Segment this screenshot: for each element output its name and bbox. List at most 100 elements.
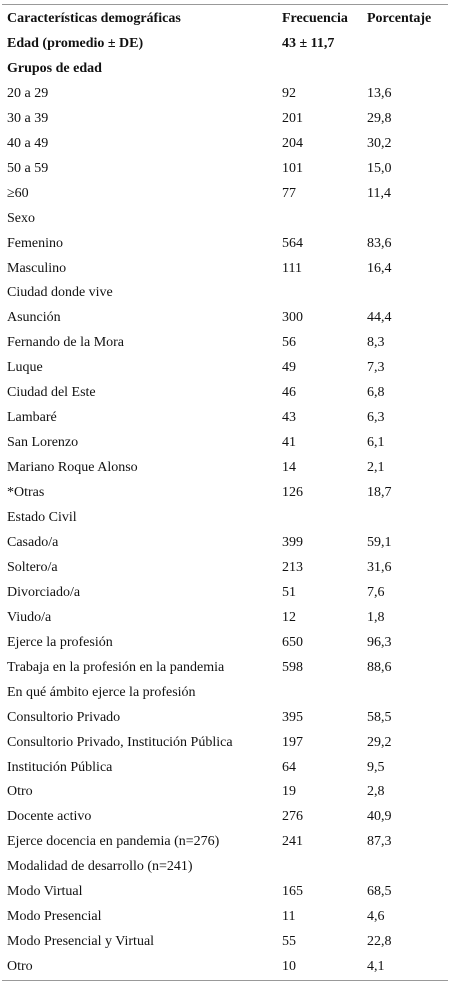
percentage: 4,1 [367,959,385,975]
frequency: 650 [282,634,303,650]
percentage: 18,7 [367,485,392,501]
frequency: 111 [282,260,302,276]
row-label: Edad (promedio ± DE) [7,35,144,51]
percentage: 59,1 [367,534,392,550]
row-label: 30 a 39 [7,110,49,126]
percentage: 11,4 [367,185,391,201]
percentage: 68,5 [367,884,392,900]
row-label: Viudo/a [7,609,52,625]
row-label: ≥60 [7,185,29,201]
percentage: 9,5 [367,759,385,775]
row-label: Modo Virtual [7,884,83,900]
row-label: Consultorio Privado, Institución Pública [7,734,233,750]
header-cell: Características demográficas [7,11,181,26]
frequency: 19 [282,784,296,800]
percentage: 4,6 [367,909,385,925]
percentage: 31,6 [367,559,392,575]
frequency: 300 [282,310,303,326]
row-label: 20 a 29 [7,85,49,101]
row-label: Otro [7,959,33,975]
row-label: Trabaja en la profesión en la pandemia [7,659,225,675]
percentage: 15,0 [367,160,392,176]
row-label: Ejerce docencia en pandemia (n=276) [7,834,220,850]
percentage: 96,3 [367,634,392,650]
row-label: Luque [7,360,43,376]
row-label: Mariano Roque Alonso [7,460,138,476]
row-label: *Otras [7,485,45,501]
header-cell: Frecuencia [282,11,348,26]
frequency: 101 [282,160,303,176]
percentage: 6,8 [367,385,385,401]
frequency: 41 [282,435,296,451]
row-label: Sexo [7,210,35,226]
percentage: 6,3 [367,410,385,426]
percentage: 29,8 [367,110,392,126]
percentage: 1,8 [367,609,385,625]
frequency: 46 [282,385,296,401]
frequency: 564 [282,235,303,251]
row-label: Asunción [7,310,61,326]
percentage: 8,3 [367,335,385,351]
row-label: Ciudad donde vive [7,285,113,301]
percentage: 22,8 [367,934,392,950]
percentage: 83,6 [367,235,392,251]
frequency: 11 [282,909,296,925]
frequency: 56 [282,335,296,351]
header-cell: Porcentaje [367,11,432,26]
frequency: 276 [282,809,303,825]
percentage: 2,8 [367,784,385,800]
frequency: 51 [282,584,296,600]
percentage: 40,9 [367,809,392,825]
row-label: Fernando de la Mora [7,335,125,351]
row-label: 40 a 49 [7,135,49,151]
frequency: 14 [282,460,296,476]
row-label: Ciudad del Este [7,385,96,401]
frequency: 43 [282,410,296,426]
frequency: 201 [282,110,303,126]
frequency: 64 [282,759,296,775]
frequency: 598 [282,659,303,675]
row-label: Consultorio Privado [7,709,121,725]
frequency: 10 [282,959,296,975]
row-label: Lambaré [7,410,57,426]
frequency: 165 [282,884,303,900]
percentage: 87,3 [367,834,392,850]
bottom-rule [2,980,448,981]
frequency: 49 [282,360,296,376]
frequency: 77 [282,185,296,201]
percentage: 6,1 [367,435,385,451]
row-label: Masculino [7,260,67,276]
row-label: Casado/a [7,534,59,550]
row-label: Divorciado/a [7,584,81,600]
percentage: 30,2 [367,135,392,151]
frequency: 213 [282,559,303,575]
row-label: 50 a 59 [7,160,49,176]
row-label: Institución Pública [7,759,113,775]
row-label: Otro [7,784,33,800]
row-label: Femenino [7,235,63,251]
percentage: 7,3 [367,360,385,376]
row-label: Modo Presencial y Virtual [7,934,155,950]
frequency: 92 [282,85,296,101]
percentage: 88,6 [367,659,392,675]
percentage: 2,1 [367,460,385,476]
frequency: 55 [282,934,296,950]
row-label: En qué ámbito ejerce la profesión [7,684,196,700]
row-label: Grupos de edad [7,60,102,76]
percentage: 16,4 [367,260,392,276]
row-label: Soltero/a [7,559,58,575]
top-rule [2,4,448,5]
frequency: 395 [282,709,303,725]
row-label: Modalidad de desarrollo (n=241) [7,859,193,875]
frequency: 12 [282,609,296,625]
frequency: 399 [282,534,303,550]
row-label: Ejerce la profesión [7,634,113,650]
frequency: 126 [282,485,303,501]
percentage: 13,6 [367,85,392,101]
percentage: 7,6 [367,584,385,600]
percentage: 29,2 [367,734,392,750]
row-label: San Lorenzo [7,435,79,451]
frequency: 197 [282,734,303,750]
frequency: 43 ± 11,7 [282,35,335,51]
